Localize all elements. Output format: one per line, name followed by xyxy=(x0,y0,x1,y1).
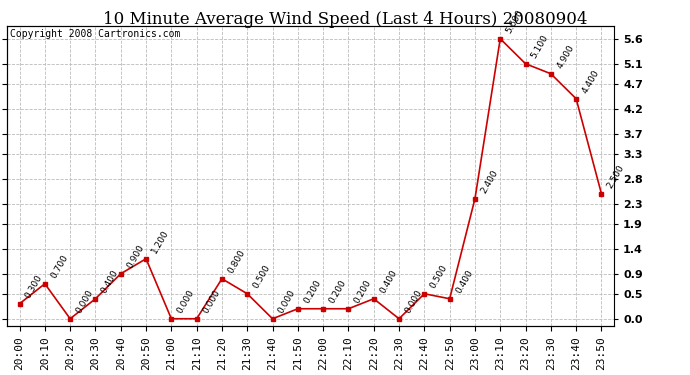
Text: 0.900: 0.900 xyxy=(125,243,146,270)
Text: 5.600: 5.600 xyxy=(504,8,525,34)
Text: 1.200: 1.200 xyxy=(150,228,171,255)
Text: 0.200: 0.200 xyxy=(327,278,348,304)
Text: 0.000: 0.000 xyxy=(403,288,424,315)
Text: 0.500: 0.500 xyxy=(251,262,272,290)
Text: 4.900: 4.900 xyxy=(555,43,575,70)
Text: Copyright 2008 Cartronics.com: Copyright 2008 Cartronics.com xyxy=(10,29,180,39)
Text: 0.400: 0.400 xyxy=(454,268,475,295)
Text: 2.400: 2.400 xyxy=(479,168,500,195)
Text: 0.400: 0.400 xyxy=(378,268,399,295)
Text: 0.000: 0.000 xyxy=(175,288,196,315)
Text: 0.200: 0.200 xyxy=(353,278,373,304)
Text: 5.100: 5.100 xyxy=(530,33,551,60)
Text: 0.700: 0.700 xyxy=(49,253,70,280)
Text: 0.000: 0.000 xyxy=(277,288,297,315)
Text: 4.400: 4.400 xyxy=(580,68,601,94)
Text: 0.200: 0.200 xyxy=(302,278,323,304)
Text: 0.000: 0.000 xyxy=(201,288,221,315)
Text: 0.300: 0.300 xyxy=(23,273,44,300)
Text: 0.500: 0.500 xyxy=(428,262,449,290)
Text: 2.500: 2.500 xyxy=(606,163,627,190)
Text: 0.800: 0.800 xyxy=(226,248,247,274)
Text: 10 Minute Average Wind Speed (Last 4 Hours) 20080904: 10 Minute Average Wind Speed (Last 4 Hou… xyxy=(103,11,587,28)
Text: 0.000: 0.000 xyxy=(75,288,95,315)
Text: 0.400: 0.400 xyxy=(99,268,120,295)
